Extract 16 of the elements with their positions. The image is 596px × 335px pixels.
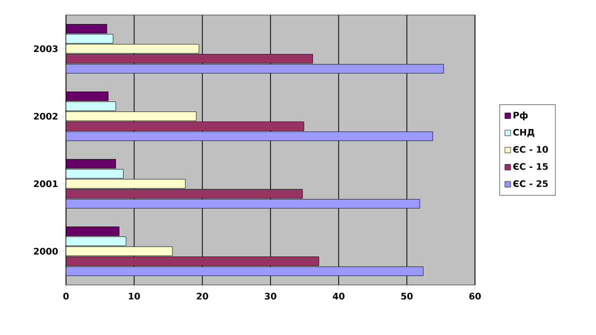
legend-label: ЄС - 15: [513, 163, 548, 170]
x-tick-label: 40: [332, 292, 344, 300]
x-tick-label: 0: [63, 292, 69, 300]
y-tick-label: 2001: [34, 180, 58, 188]
legend-label: Рф: [514, 112, 528, 120]
x-tick-label: 30: [264, 292, 276, 300]
legend-label: ЄС - 10: [513, 146, 548, 153]
x-tick-label: 10: [128, 292, 140, 300]
x-tick-label: 60: [469, 292, 481, 300]
legend-label: ЄС - 25: [513, 180, 548, 188]
y-tick-label: 2003: [34, 45, 58, 52]
x-tick-label: 20: [196, 292, 208, 300]
y-tick-label: 2000: [34, 248, 58, 255]
x-tick-label: 50: [401, 292, 413, 300]
legend-label: СНД: [513, 128, 534, 137]
y-tick-label: 2002: [34, 112, 58, 120]
